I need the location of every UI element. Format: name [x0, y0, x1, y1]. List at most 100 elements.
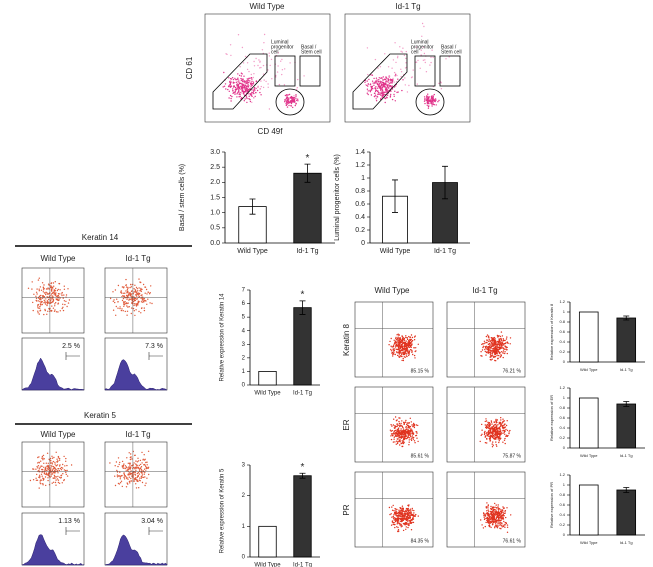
event-dot — [403, 347, 405, 349]
event-dot — [415, 61, 418, 63]
event-dot — [491, 516, 493, 518]
event-dot — [402, 514, 404, 516]
event-dot — [409, 425, 412, 428]
event-dot — [33, 293, 35, 295]
event-dot — [401, 445, 403, 448]
event-dot — [56, 295, 59, 297]
event-dot — [240, 75, 242, 77]
event-dot — [134, 294, 137, 296]
event-dot — [494, 355, 497, 358]
event-dot — [483, 514, 485, 517]
event-dot — [409, 431, 411, 434]
event-dot — [412, 438, 415, 440]
event-dot — [127, 302, 129, 304]
event-dot — [409, 429, 412, 432]
event-dot — [500, 425, 502, 428]
event-dot — [385, 89, 388, 91]
event-dot — [48, 458, 50, 460]
y-tick-label: 2 — [242, 493, 246, 499]
event-dot — [391, 509, 394, 511]
event-dot — [241, 82, 243, 85]
event-dot — [367, 90, 369, 92]
event-dot — [37, 297, 40, 299]
event-dot — [263, 42, 265, 44]
event-dot — [430, 56, 432, 58]
event-dot — [133, 480, 136, 482]
event-dot — [239, 94, 241, 96]
event-dot — [405, 426, 407, 428]
event-dot — [400, 349, 402, 352]
event-dot — [232, 86, 235, 88]
event-dot — [45, 472, 48, 474]
event-dot — [402, 342, 404, 345]
event-dot — [148, 473, 150, 476]
event-dot — [393, 514, 395, 516]
plot-frame — [354, 301, 434, 378]
event-dot — [497, 336, 499, 338]
event-dot — [410, 421, 412, 423]
event-dot — [501, 422, 503, 424]
event-dot — [495, 342, 497, 345]
column-title: Wild Type — [41, 254, 77, 263]
event-dot — [432, 95, 434, 97]
event-dot — [114, 465, 116, 467]
event-dot — [44, 303, 47, 305]
y-tick-label: 1 — [361, 175, 365, 182]
event-dot — [395, 443, 397, 445]
event-dot — [506, 420, 508, 422]
event-dot — [126, 457, 128, 459]
event-dot — [135, 469, 137, 471]
event-dot — [492, 441, 494, 443]
event-dot — [413, 436, 415, 439]
event-dot — [402, 442, 405, 445]
event-dot — [492, 339, 494, 342]
event-dot — [58, 476, 61, 478]
event-dot — [228, 97, 230, 99]
event-dot — [112, 291, 114, 293]
y-tick-label: 3.0 — [210, 149, 220, 156]
event-dot — [403, 54, 406, 57]
event-dot — [284, 68, 286, 70]
event-dot — [431, 98, 433, 101]
event-dot — [65, 294, 68, 296]
event-dot — [412, 516, 414, 519]
event-dot — [504, 442, 506, 445]
event-dot — [398, 439, 401, 442]
event-dot — [374, 81, 376, 84]
event-dot — [488, 431, 490, 434]
axis-label: CD 49f — [258, 127, 284, 136]
event-dot — [241, 97, 243, 99]
event-dot — [38, 474, 41, 476]
event-dot — [37, 307, 39, 309]
event-dot — [53, 285, 55, 287]
event-dot — [494, 514, 497, 516]
event-dot — [497, 504, 499, 506]
event-dot — [397, 55, 399, 57]
event-dot — [398, 353, 401, 355]
event-dot — [61, 293, 63, 295]
event-dot — [130, 290, 133, 293]
event-dot — [62, 473, 64, 475]
event-dot — [408, 516, 411, 518]
event-dot — [403, 352, 405, 355]
y-tick-label: 1.2 — [559, 385, 565, 390]
event-dot — [495, 430, 497, 432]
x-tick-label: Id-1 Tg — [434, 248, 456, 255]
event-dot — [277, 52, 279, 54]
event-dot — [47, 472, 50, 474]
event-dot — [123, 473, 126, 476]
event-dot — [51, 482, 53, 484]
event-dot — [417, 343, 419, 345]
plot-frame — [204, 13, 331, 123]
event-dot — [65, 460, 67, 462]
event-dot — [250, 86, 252, 88]
event-dot — [134, 314, 136, 317]
event-dot — [403, 441, 405, 443]
event-dot — [371, 80, 374, 82]
event-dot — [396, 74, 398, 77]
event-dot — [127, 293, 130, 295]
event-dot — [292, 100, 294, 103]
event-dot — [51, 301, 54, 303]
event-dot — [506, 507, 508, 509]
event-dot — [384, 97, 387, 100]
